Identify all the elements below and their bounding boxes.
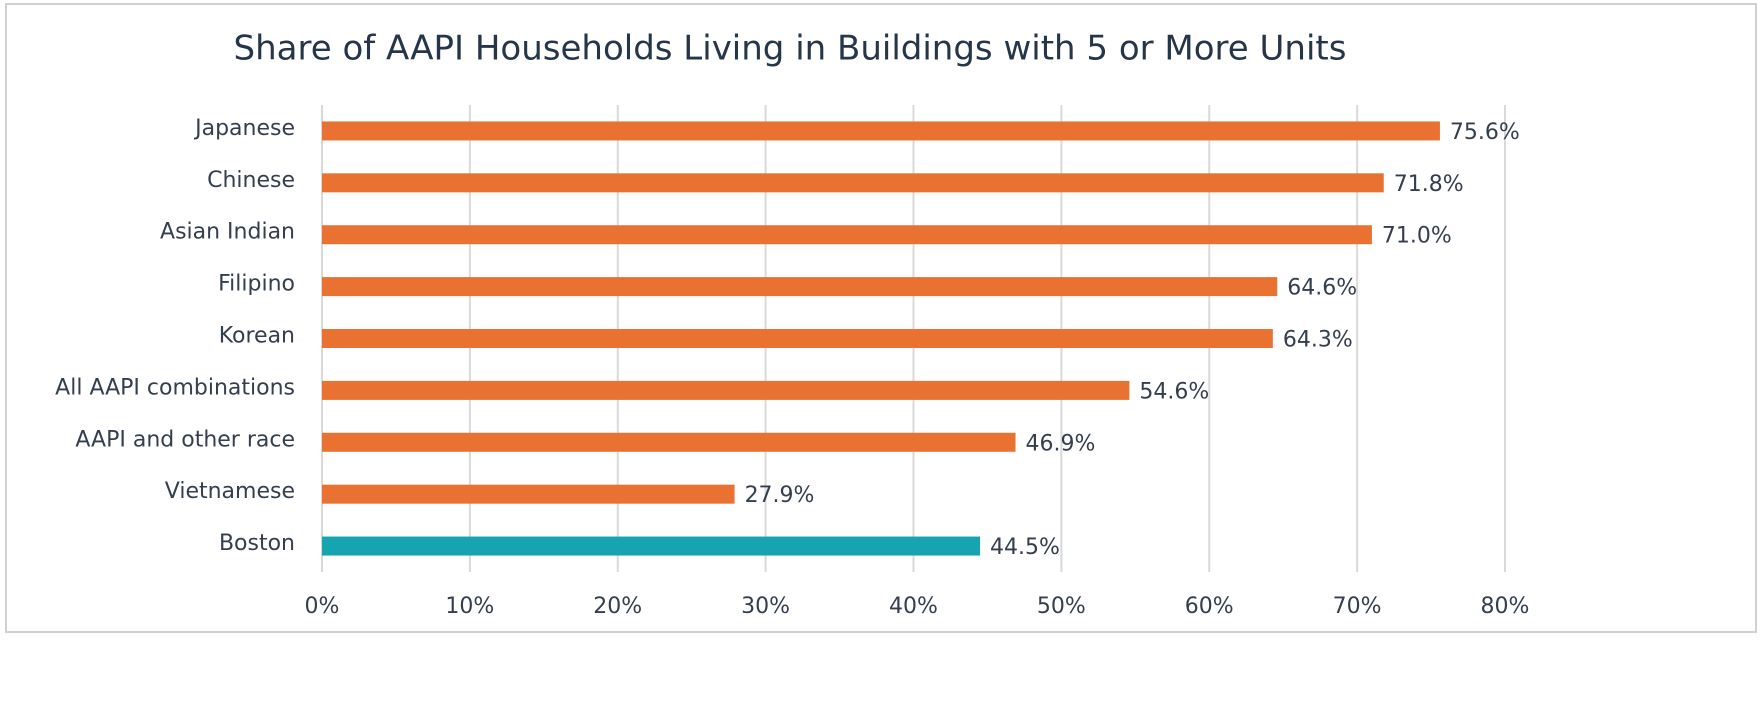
y-tick-label: Asian Indian [160,220,295,245]
data-label: 44.5% [990,535,1060,560]
bar [322,329,1273,348]
data-label: 64.6% [1287,276,1357,301]
y-tick-label: All AAPI combinations [55,375,295,400]
chart-title: Share of AAPI Households Living in Build… [234,29,1347,69]
data-label: 54.6% [1139,379,1209,404]
bar [322,380,1130,400]
x-tick-label: 50% [1037,594,1086,619]
bar [322,173,1384,193]
data-label: 71.0% [1382,224,1452,249]
data-label: 64.3% [1283,328,1353,353]
bar [322,432,1016,452]
data-label: 75.6% [1450,120,1520,145]
data-label: 27.9% [745,483,815,508]
y-tick-label: Japanese [193,116,295,141]
chart-border [5,3,1757,633]
y-tick-label: Filipino [218,272,295,297]
data-label: 46.9% [1026,431,1096,456]
data-label: 71.8% [1394,172,1464,197]
bar [322,121,1440,141]
y-tick-label: Chinese [207,168,295,193]
y-tick-label: Vietnamese [165,479,295,504]
bar [322,225,1372,245]
y-tick-label: AAPI and other race [75,427,295,452]
bar [322,536,981,556]
y-tick-label: Boston [219,531,295,556]
x-tick-label: 0% [305,594,340,619]
x-tick-label: 20% [593,594,642,619]
x-tick-label: 30% [741,594,790,619]
y-tick-label: Korean [219,324,295,349]
x-tick-label: 70% [1333,594,1382,619]
x-tick-label: 40% [889,594,938,619]
x-tick-label: 80% [1481,594,1530,619]
x-tick-label: 10% [445,594,494,619]
bar [322,277,1278,297]
bar [322,484,735,504]
x-tick-label: 60% [1185,594,1234,619]
